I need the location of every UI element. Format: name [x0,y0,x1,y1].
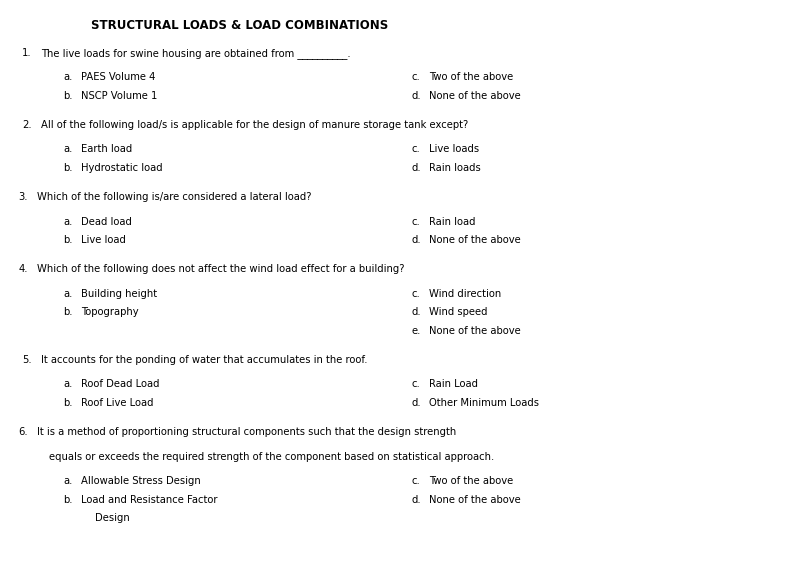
Text: None of the above: None of the above [429,326,521,336]
Text: None of the above: None of the above [429,495,521,505]
Text: It is a method of proportioning structural components such that the design stren: It is a method of proportioning structur… [37,427,456,437]
Text: Topography: Topography [81,307,139,317]
Text: b.: b. [63,307,73,317]
Text: NSCP Volume 1: NSCP Volume 1 [81,91,157,101]
Text: a.: a. [63,144,73,154]
Text: Rain loads: Rain loads [429,163,481,173]
Text: equals or exceeds the required strength of the component based on statistical ap: equals or exceeds the required strength … [49,452,494,462]
Text: d.: d. [412,235,421,245]
Text: c.: c. [412,144,421,154]
Text: c.: c. [412,476,421,486]
Text: Wind speed: Wind speed [429,307,488,317]
Text: d.: d. [412,163,421,173]
Text: b.: b. [63,235,73,245]
Text: Which of the following is/are considered a lateral load?: Which of the following is/are considered… [37,192,312,202]
Text: 5.: 5. [22,355,32,365]
Text: b.: b. [63,495,73,505]
Text: e.: e. [412,326,421,336]
Text: PAES Volume 4: PAES Volume 4 [81,72,155,82]
Text: d.: d. [412,495,421,505]
Text: Building height: Building height [81,289,157,299]
Text: STRUCTURAL LOADS & LOAD COMBINATIONS: STRUCTURAL LOADS & LOAD COMBINATIONS [91,19,388,31]
Text: Two of the above: Two of the above [429,476,513,486]
Text: a.: a. [63,476,73,486]
Text: 3.: 3. [18,192,28,202]
Text: c.: c. [412,217,421,226]
Text: Rain Load: Rain Load [429,379,478,389]
Text: 6.: 6. [18,427,28,437]
Text: 2.: 2. [22,120,32,130]
Text: c.: c. [412,379,421,389]
Text: d.: d. [412,398,421,408]
Text: Live loads: Live loads [429,144,479,154]
Text: Hydrostatic load: Hydrostatic load [81,163,162,173]
Text: Rain load: Rain load [429,217,476,226]
Text: Two of the above: Two of the above [429,72,513,82]
Text: Load and Resistance Factor: Load and Resistance Factor [81,495,217,505]
Text: Live load: Live load [81,235,126,245]
Text: a.: a. [63,72,73,82]
Text: Design: Design [95,513,130,523]
Text: Other Minimum Loads: Other Minimum Loads [429,398,539,408]
Text: c.: c. [412,72,421,82]
Text: a.: a. [63,289,73,299]
Text: Allowable Stress Design: Allowable Stress Design [81,476,200,486]
Text: b.: b. [63,163,73,173]
Text: a.: a. [63,217,73,226]
Text: b.: b. [63,91,73,101]
Text: The live loads for swine housing are obtained from __________.: The live loads for swine housing are obt… [41,48,351,59]
Text: Wind direction: Wind direction [429,289,501,299]
Text: b.: b. [63,398,73,408]
Text: 1.: 1. [22,48,32,58]
Text: None of the above: None of the above [429,235,521,245]
Text: Which of the following does not affect the wind load effect for a building?: Which of the following does not affect t… [37,264,405,274]
Text: d.: d. [412,307,421,317]
Text: Roof Live Load: Roof Live Load [81,398,154,408]
Text: c.: c. [412,289,421,299]
Text: d.: d. [412,91,421,101]
Text: None of the above: None of the above [429,91,521,101]
Text: Roof Dead Load: Roof Dead Load [81,379,159,389]
Text: Dead load: Dead load [81,217,131,226]
Text: All of the following load/s is applicable for the design of manure storage tank : All of the following load/s is applicabl… [41,120,468,130]
Text: a.: a. [63,379,73,389]
Text: It accounts for the ponding of water that accumulates in the roof.: It accounts for the ponding of water tha… [41,355,367,365]
Text: 4.: 4. [18,264,28,274]
Text: Earth load: Earth load [81,144,132,154]
